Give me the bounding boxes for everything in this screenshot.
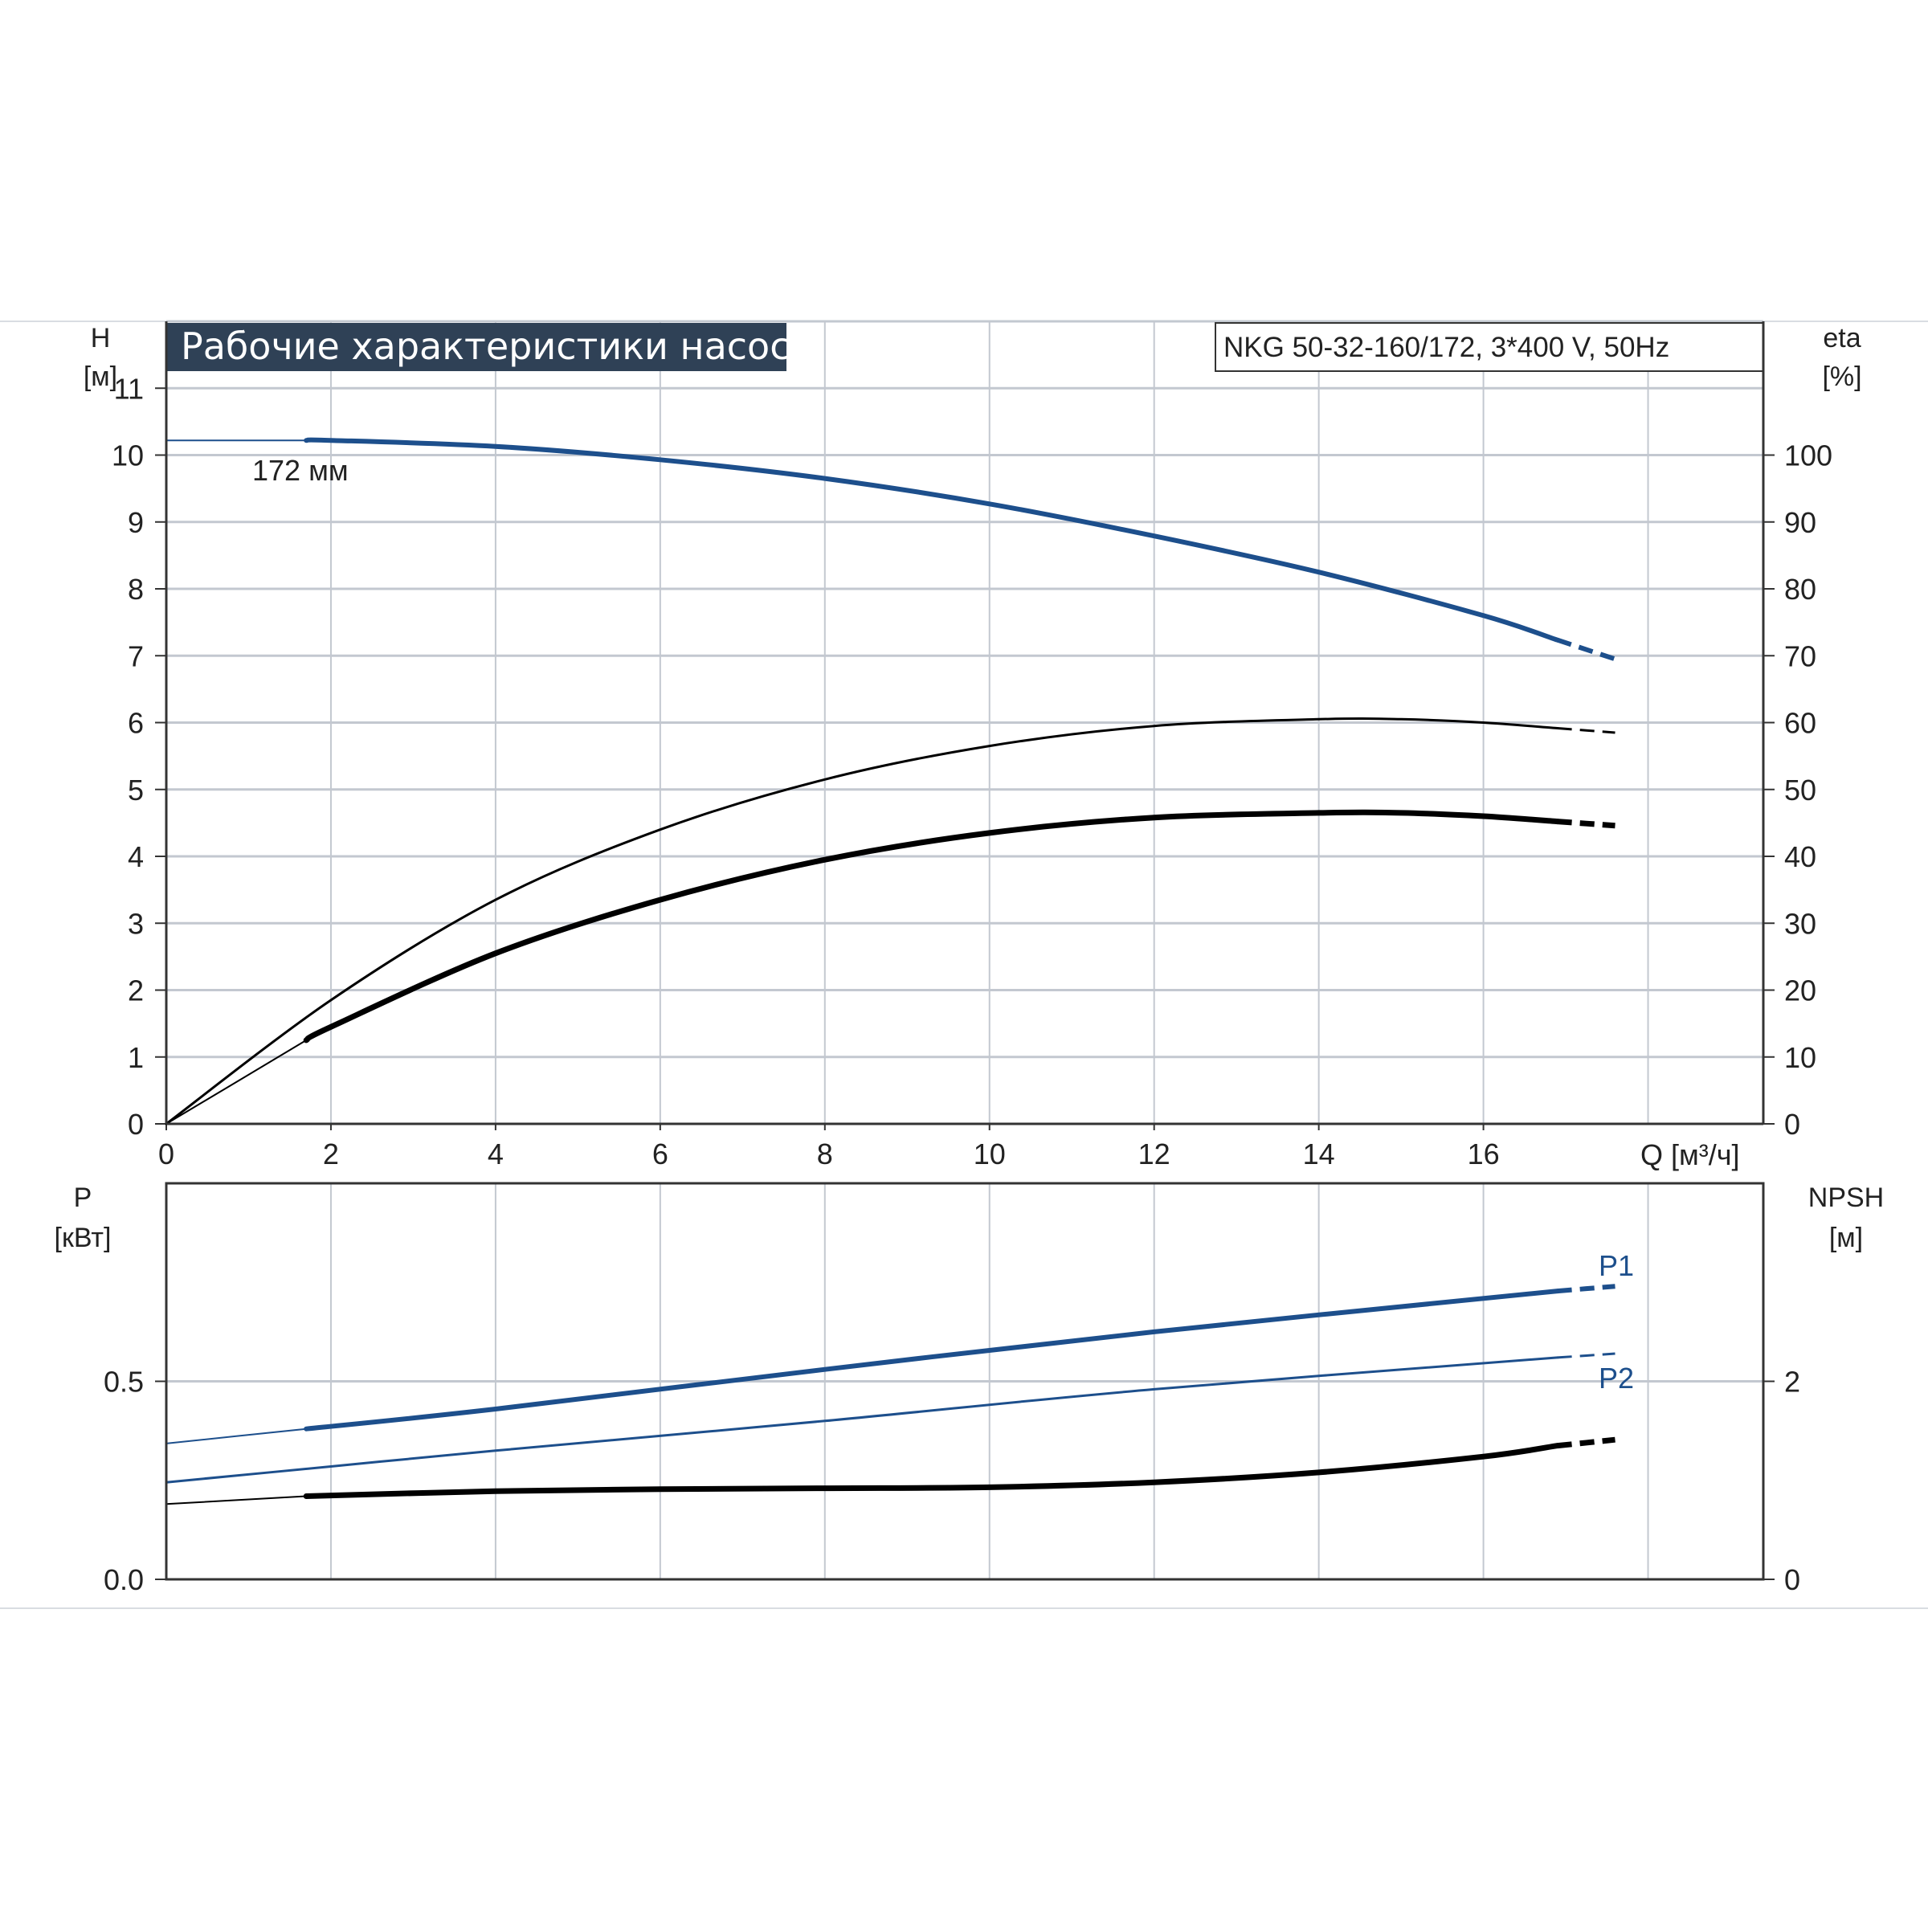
- head-chart-series-2-thin-segment: [165, 1039, 308, 1125]
- npsh-axis-title-unit: [м]: [1829, 1223, 1863, 1253]
- power-chart-series-2-line: [303, 1443, 1561, 1499]
- x-tick-label: 10: [974, 1138, 1006, 1170]
- top-chart-grid: [166, 320, 1763, 1124]
- y-right-tick-label: 100: [1784, 439, 1832, 472]
- y-left-tick-label: 3: [128, 907, 144, 940]
- x-tick-label: 2: [323, 1138, 339, 1170]
- x-axis-title: Q [м³/ч]: [1640, 1138, 1740, 1171]
- y-left-title-symbol: H: [91, 323, 111, 353]
- series-label-p2: P2: [1599, 1362, 1634, 1395]
- head-chart-series-0-dashed-segment: [1556, 637, 1616, 662]
- x-tick-label: 16: [1468, 1138, 1500, 1170]
- y-left-tick-label: 6: [128, 707, 144, 740]
- y-left-tick-label: 7: [128, 639, 144, 672]
- y-left-title-unit: [м]: [84, 361, 117, 392]
- power-chart-series-1-dashed-segment: [1557, 1352, 1616, 1359]
- x-tick-label: 14: [1303, 1138, 1335, 1170]
- y-right-tick-label: 10: [1784, 1041, 1816, 1074]
- data-series: [165, 437, 1616, 1505]
- y-left-tick-label: 9: [128, 506, 144, 539]
- chart-title: Рабочие характеристики насоса: [181, 325, 813, 368]
- y-right-tick-label: 80: [1784, 573, 1816, 606]
- power-chart-series-0-thin-segment: [165, 1428, 308, 1444]
- npsh-tick-label: 0: [1784, 1563, 1800, 1596]
- head-chart-series-2-dashed-segment: [1557, 819, 1616, 829]
- x-tick-label: 12: [1138, 1138, 1170, 1170]
- power-chart-series-1-line: [165, 1356, 1559, 1484]
- y-left-tick-label: 11: [114, 372, 144, 405]
- y-left-tick-label: 5: [128, 774, 144, 807]
- power-chart-series-2-dashed-segment: [1557, 1436, 1616, 1449]
- x-tick-label: 6: [652, 1138, 668, 1170]
- power-chart-series-2-thin-segment: [165, 1495, 308, 1505]
- y-right-tick-label: 90: [1784, 506, 1816, 539]
- tick-labels: 0 2 4 6 8 10 12 14 16012345678910110102030405060…: [104, 372, 1832, 1596]
- impeller-label: 172 мм: [252, 454, 349, 487]
- y-right-tick-label: 20: [1784, 974, 1816, 1007]
- y-left-tick-label: 2: [128, 974, 144, 1007]
- head-chart-series-2-line: [303, 809, 1561, 1044]
- power-chart-series-0-dashed-segment: [1557, 1284, 1616, 1294]
- y-left-tick-label: 0: [128, 1108, 144, 1141]
- power-chart-frame: [165, 1182, 1765, 1581]
- y-right-tick-label: 30: [1784, 907, 1816, 940]
- x-tick-label: 8: [817, 1138, 833, 1170]
- head-chart-series-0-line: [304, 437, 1560, 643]
- axes: [165, 321, 1765, 1581]
- npsh-axis-title-symbol: NPSH: [1808, 1182, 1884, 1213]
- series-label-p1: P1: [1599, 1249, 1634, 1282]
- p-axis-title-unit: [кВт]: [55, 1223, 112, 1253]
- head-chart-series-1-line: [165, 717, 1559, 1125]
- y-left-tick-label: 1: [128, 1041, 144, 1074]
- model-label: NKG 50-32-160/172, 3*400 V, 50Hz: [1223, 332, 1669, 363]
- y-left-tick-label: 4: [128, 840, 144, 873]
- y-right-title-symbol: eta: [1823, 323, 1861, 353]
- y-left-tick-label: 10: [112, 439, 144, 472]
- y-right-tick-label: 40: [1784, 840, 1816, 873]
- p-tick-label: 0.5: [104, 1366, 144, 1399]
- y-right-tick-label: 60: [1784, 707, 1816, 740]
- y-right-tick-label: 70: [1784, 639, 1816, 672]
- y-right-tick-label: 0: [1784, 1108, 1800, 1141]
- x-tick-label: 0: [158, 1138, 174, 1170]
- title-box: [166, 323, 786, 371]
- npsh-tick-label: 2: [1784, 1366, 1800, 1399]
- head-chart-series-1-dashed-segment: [1557, 727, 1616, 734]
- y-left-tick-label: 8: [128, 573, 144, 606]
- p-tick-label: 0.0: [104, 1563, 144, 1596]
- bottom-chart-grid: [166, 1183, 1763, 1579]
- power-chart-series-0-line: [304, 1289, 1560, 1432]
- p-axis-title-symbol: P: [74, 1182, 92, 1213]
- y-right-tick-label: 50: [1784, 774, 1816, 807]
- model-label-box: [1215, 322, 1764, 372]
- x-tick-label: 4: [488, 1138, 504, 1170]
- y-right-title-unit: [%]: [1822, 361, 1861, 392]
